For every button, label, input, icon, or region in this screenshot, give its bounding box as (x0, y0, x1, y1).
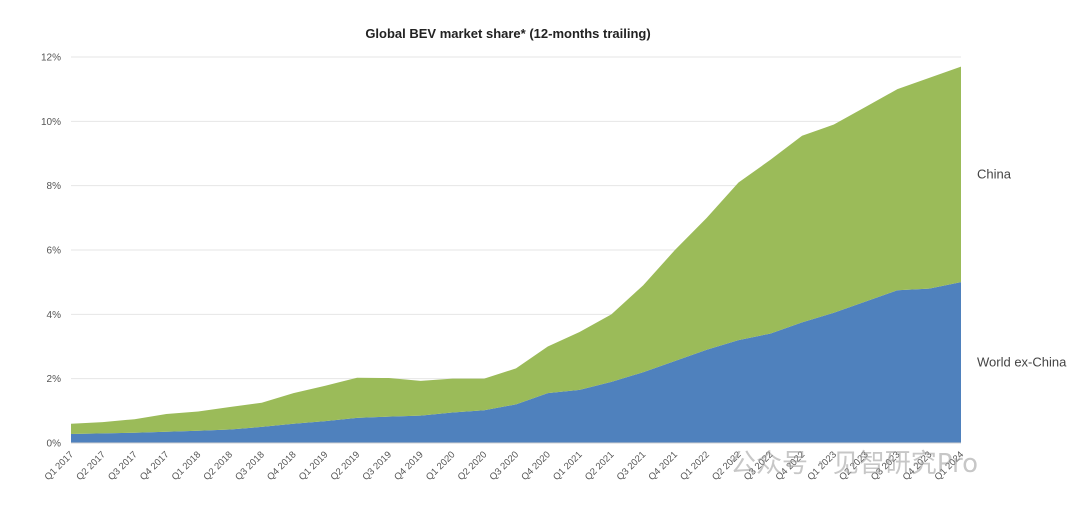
x-tick-label: Q1 2018 (170, 449, 204, 483)
y-tick-label: 4% (47, 310, 62, 321)
chart-title: Global BEV market share* (12-months trai… (365, 26, 650, 41)
x-tick-label: Q4 2019 (392, 449, 426, 483)
x-tick-label: Q2 2019 (329, 449, 363, 483)
x-tick-label: Q1 2022 (678, 449, 712, 483)
y-tick-label: 12% (41, 53, 61, 64)
area-china (71, 66, 961, 434)
legend-world-ex-china: World ex-China (977, 355, 1067, 370)
x-tick-label: Q3 2021 (615, 449, 649, 483)
y-tick-label: 10% (41, 117, 61, 128)
y-tick-label: 0% (47, 439, 62, 450)
x-tick-label: Q3 2017 (106, 449, 140, 483)
x-tick-label: Q3 2020 (488, 449, 522, 483)
y-tick-label: 2% (47, 374, 62, 385)
legend-china: China (977, 166, 1012, 181)
x-tick-label: Q2 2018 (201, 449, 235, 483)
x-tick-label: Q1 2017 (43, 449, 77, 483)
legend: World ex-China China (977, 166, 1067, 369)
x-tick-label: Q4 2020 (519, 449, 553, 483)
x-tick-label: Q2 2020 (456, 449, 490, 483)
grid-layer (71, 56, 961, 444)
area-world-ex-china (71, 282, 961, 443)
y-tick-label: 8% (47, 181, 62, 192)
x-tick-label: Q3 2018 (233, 449, 267, 483)
y-tick-label: 6% (47, 246, 62, 257)
x-tick-label: Q3 2019 (360, 449, 394, 483)
y-axis: 0% 2% 4% 6% 8% 10% 12% (41, 53, 61, 450)
x-tick-label: Q4 2018 (265, 449, 299, 483)
x-tick-label: Q1 2021 (551, 449, 585, 483)
watermark: 公众号 · 见智研究Pro (730, 449, 978, 479)
x-tick-label: Q2 2017 (74, 449, 108, 483)
x-tick-label: Q1 2019 (297, 449, 331, 483)
area-layer (71, 66, 961, 444)
x-tick-label: Q4 2021 (646, 449, 680, 483)
x-tick-label: Q4 2017 (138, 449, 172, 483)
x-tick-label: Q1 2020 (424, 449, 458, 483)
x-tick-label: Q2 2021 (583, 449, 617, 483)
